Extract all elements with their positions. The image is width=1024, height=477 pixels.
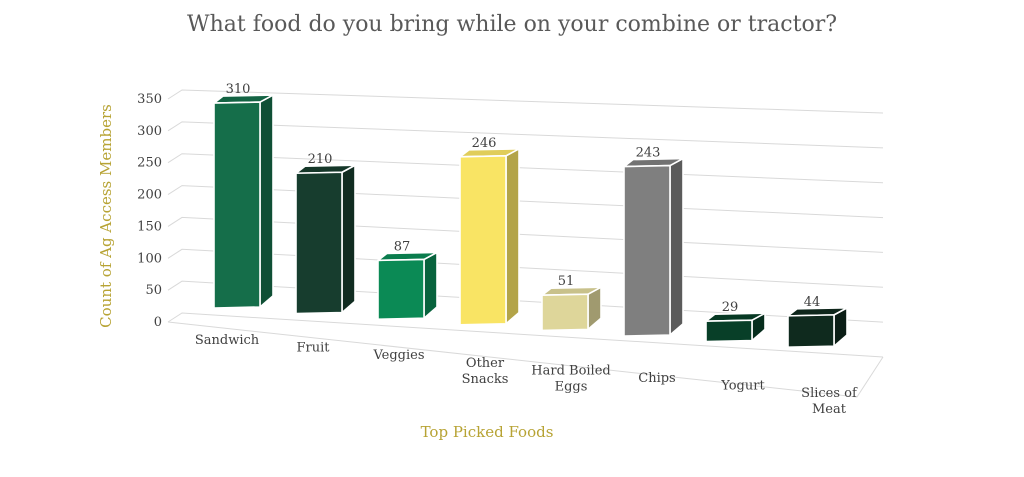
gridline-350 [167,89,884,114]
bar-side [259,94,274,308]
gridline-100 [167,248,884,288]
category-label: Fruit [297,341,331,356]
category-label-line: Fruit [297,341,331,356]
category-label: Slices of Meat [801,386,858,417]
bar-front [541,293,589,332]
y-axis-ticks: 0 50 100 150 200 250 300 350 [137,92,162,330]
bar [705,312,766,343]
bar-side [505,148,520,325]
data-label: 29 [722,300,739,315]
bar [213,94,274,309]
bar [377,251,438,320]
category-label: Veggies [372,348,424,363]
category-label-line: Eggs [555,379,588,394]
bar-front [623,164,671,337]
gridline-50 [167,280,884,323]
y-tick-label: 200 [137,188,162,203]
y-tick-label: 100 [137,251,162,266]
data-labels: 310 210 87 246 51 243 29 44 [226,82,821,315]
category-label-line: Hard Boiled [531,363,610,378]
data-label: 87 [394,239,411,254]
category-label-line: Meat [812,402,847,417]
category-label: Sandwich [195,333,260,348]
y-tick-label: 300 [137,124,162,139]
bar [623,157,684,337]
bar-front [295,171,343,315]
bar-side [669,157,684,336]
y-tick-label: 350 [137,92,162,107]
category-label-line: Sandwich [195,333,260,348]
data-label: 246 [472,136,497,151]
category-label: Other Snacks [462,356,509,387]
data-label: 44 [804,295,821,310]
bar [787,307,848,348]
bar-side [423,251,438,319]
y-tick-label: 50 [145,283,162,298]
gridlines [167,89,884,398]
bar-front [705,319,753,343]
category-label: Hard Boiled Eggs [531,363,610,394]
bar-side [341,164,356,314]
floor-edge [167,321,884,398]
data-label: 210 [308,152,333,167]
y-tick-label: 150 [137,219,162,234]
bar [295,164,356,315]
category-label-line: Yogurt [720,379,765,394]
y-tick-label: 0 [154,315,162,330]
category-label-line: Other [466,356,505,371]
category-label: Yogurt [720,379,765,394]
bar [541,286,602,332]
y-axis-title: Count of Ag Access Members [97,104,115,328]
bar [459,148,520,326]
chart-title: What food do you bring while on your com… [187,12,837,37]
x-axis-title: Top Picked Foods [421,423,554,441]
gridline-200 [167,185,884,219]
bar-front [377,258,425,320]
bar-front [787,314,835,348]
gridline-150 [167,216,884,253]
category-label: Chips [638,371,675,386]
category-label-line: Chips [638,371,675,386]
gridline-250 [167,153,884,184]
category-label-line: Veggies [372,348,424,363]
y-tick-label: 250 [137,156,162,171]
bars [213,94,848,348]
bar-front [213,101,261,309]
gridline-300 [167,121,884,149]
bar-front [459,155,507,326]
gridline-0 [167,312,884,358]
category-label-line: Snacks [462,372,509,387]
data-label: 51 [558,274,575,289]
category-label-line: Slices of [801,386,858,401]
data-label: 243 [636,146,661,161]
data-label: 310 [226,82,251,97]
x-axis-categories: Sandwich Fruit Veggies Other Snacks Hard Boil… [195,333,858,417]
